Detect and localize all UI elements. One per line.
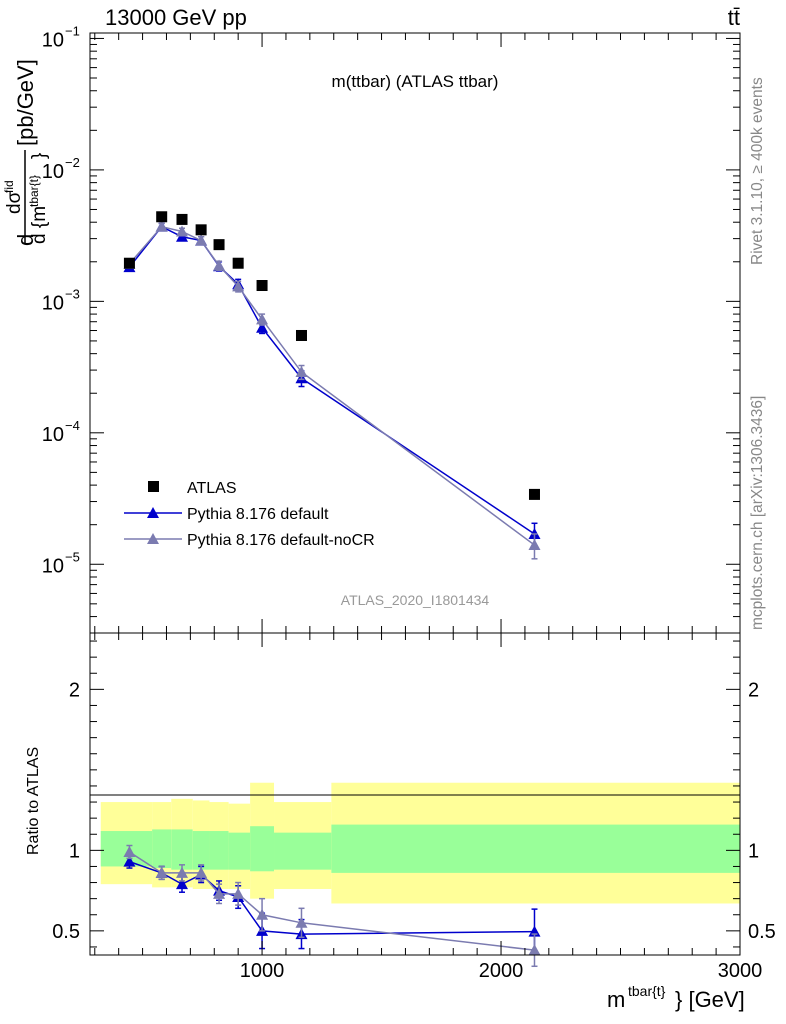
main-y-tick-exponent: −4: [65, 418, 80, 433]
atlas-data-point: [213, 239, 225, 251]
ratio-data-point: [528, 944, 541, 956]
ratio-plot-frame: [89, 632, 741, 956]
main-data-point: [213, 259, 226, 271]
atlas-data-point: [195, 224, 207, 236]
main-y-axis-label: d dσ fid d {m tbar{t} } [pb/GeV]: [2, 59, 50, 246]
ratio-y-tick-label: 0.5: [52, 921, 80, 943]
atlas-data-point: [176, 213, 188, 225]
mcplots-label: mcplots.cern.ch [arXiv:1306.3436]: [749, 396, 766, 630]
main-data-point: [232, 280, 245, 292]
main-data-point: [256, 321, 269, 333]
ratio-data-point: [232, 887, 245, 899]
main-y-tick-exponent: −3: [65, 286, 80, 301]
legend-label-default: Pythia 8.176 default: [187, 506, 329, 523]
ratio-data-point: [123, 845, 136, 857]
ratio-x-tick-label: 1000: [240, 960, 285, 982]
energy-label: 13000 GeV pp: [105, 5, 247, 30]
main-y-tick-exponent: −2: [65, 155, 80, 170]
ratio-axis-ticks: 0.5 0.5 1 1 2 2 1000 2000 3000: [52, 633, 776, 982]
ratio-y-tick-label: 2: [69, 679, 80, 701]
atlas-data-point: [295, 329, 307, 341]
main-data-layer: [123, 211, 541, 560]
main-y-tick-label: 10: [42, 292, 64, 314]
ratio-x-tick-label: 3000: [718, 960, 763, 982]
xlabel-base: m: [607, 987, 625, 1012]
ratio-data-point: [176, 866, 189, 878]
ylabel-denominator: d {m: [29, 206, 50, 244]
watermark-label: ATLAS_2020_I1801434: [341, 592, 490, 608]
main-y-tick-exponent: −5: [65, 549, 80, 564]
ratio-y-axis-label: Ratio to ATLAS: [25, 747, 42, 855]
main-data-point: [295, 366, 308, 378]
legend: ATLAS Pythia 8.176 default Pythia 8.176 …: [124, 480, 375, 549]
main-data-point: [176, 225, 189, 237]
xlabel-sup: tbar{t}: [628, 983, 666, 999]
ylabel-numerator: dσ: [4, 191, 25, 214]
main-data-point: [195, 234, 208, 246]
ratio-x-tick-label: 2000: [479, 960, 524, 982]
xlabel-end: } [GeV]: [675, 987, 745, 1012]
legend-marker-nocr: [147, 533, 159, 544]
main-y-tick-label: 10: [42, 555, 64, 577]
ratio-inner-band: [209, 831, 229, 870]
ratio-data-point: [213, 887, 226, 899]
ratio-inner-band: [192, 831, 210, 870]
ratio-plot-panel: 0.5 0.5 1 1 2 2 1000 2000 3000 Ratio to ATLAS m …: [25, 632, 776, 1012]
legend-marker-default: [147, 507, 159, 518]
legend-label-nocr: Pythia 8.176 default-noCR: [187, 532, 375, 549]
main-axis-ticks: 10−510−410−310−210−1: [42, 23, 741, 634]
ratio-data-point: [176, 878, 189, 890]
ratio-data-point: [123, 855, 136, 867]
main-y-tick-label: 10: [42, 424, 64, 446]
rivet-label: Rivet 3.1.10, ≥ 400k events: [749, 77, 766, 265]
main-data-point: [528, 539, 541, 551]
ratio-y-tick-label-right: 0.5: [748, 921, 776, 943]
legend-label-atlas: ATLAS: [187, 480, 237, 497]
main-data-point: [256, 313, 269, 325]
legend-marker-atlas: [148, 481, 159, 492]
ratio-y-tick-label: 1: [69, 840, 80, 862]
atlas-data-point: [156, 211, 168, 223]
atlas-data-point: [256, 280, 268, 292]
ratio-data-point: [256, 908, 269, 920]
ratio-data-point: [195, 866, 208, 878]
ratio-uncertainty-bands: [100, 782, 740, 904]
ratio-inner-band: [250, 826, 275, 872]
main-y-tick-label: 10: [42, 161, 64, 183]
ylabel-numerator-sup: fid: [2, 180, 16, 193]
ratio-inner-band: [228, 832, 251, 870]
ratio-data-layer: [123, 844, 541, 968]
process-label: tt̄: [728, 5, 740, 30]
ratio-inner-band: [331, 824, 740, 873]
ratio-inner-band: [152, 829, 172, 869]
ylabel-denominator-sup: tbar{t}: [27, 175, 41, 207]
main-y-tick-label: 10: [42, 29, 64, 51]
ratio-data-point: [295, 916, 308, 928]
atlas-data-point: [123, 257, 135, 269]
ratio-y-tick-label-right: 2: [748, 679, 759, 701]
plot-title: m(ttbar) (ATLAS ttbar): [332, 72, 499, 91]
ratio-data-point: [155, 866, 168, 878]
ylabel-units: [pb/GeV]: [13, 59, 38, 146]
x-axis-label: m tbar{t} } [GeV]: [607, 983, 745, 1012]
ratio-inner-band: [171, 829, 193, 870]
ratio-y-tick-label-right: 1: [748, 840, 759, 862]
atlas-data-point: [232, 257, 244, 269]
atlas-data-point: [528, 488, 540, 500]
main-plot-panel: 10−510−410−310−210−1 m(ttbar) (ATLAS ttb…: [2, 23, 741, 634]
ratio-inner-band: [274, 832, 332, 870]
ylabel-denominator-end: }: [29, 153, 50, 159]
main-y-tick-exponent: −1: [65, 23, 80, 38]
main-data-point: [155, 220, 168, 232]
